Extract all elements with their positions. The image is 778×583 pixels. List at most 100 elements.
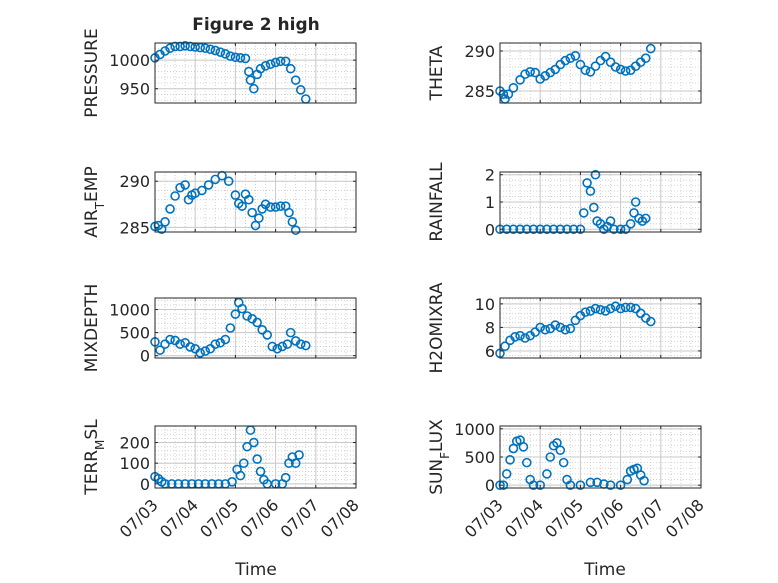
data-point: [585, 67, 596, 77]
axes-box: [499, 297, 702, 359]
data-point: [254, 213, 264, 223]
y-axis-label: PRESSURE: [82, 28, 102, 117]
data-point: [520, 333, 530, 343]
subplot-rainfall: 0 1 2 RAINFALL: [427, 162, 702, 242]
y-tick-label: 500: [119, 324, 150, 343]
y-tick-label: 6: [485, 342, 495, 361]
data-point: [592, 477, 602, 488]
data-point: [609, 224, 619, 235]
data-point: [249, 437, 259, 448]
data-point: [595, 304, 606, 315]
data-point: [501, 469, 512, 479]
data-point: [300, 340, 311, 351]
data-point: [257, 325, 268, 335]
y-tick-label: 1000: [454, 420, 495, 439]
data-point: [570, 50, 581, 61]
y-axis-label: THETA: [427, 45, 447, 101]
data-point: [508, 224, 519, 235]
data-point: [265, 202, 276, 212]
data-point: [558, 457, 569, 468]
data-point: [530, 67, 540, 78]
data-point: [605, 303, 616, 314]
data-point: [555, 445, 566, 456]
data-point: [540, 324, 551, 335]
data-point: [287, 217, 298, 227]
data-point: [590, 169, 601, 180]
data-point: [215, 47, 226, 57]
data-point: [503, 89, 514, 99]
axes-box: [154, 171, 357, 233]
data-point: [545, 452, 556, 462]
data-point: [605, 480, 616, 490]
data-point: [605, 216, 616, 226]
data-point: [290, 458, 301, 469]
y-tick-label: 0: [485, 476, 495, 495]
data-point: [295, 85, 306, 95]
data-point: [528, 480, 539, 490]
data-point: [535, 322, 546, 333]
data-point: [237, 303, 247, 314]
data-point: [640, 213, 651, 224]
data-point: [620, 302, 631, 313]
data-point: [242, 441, 252, 452]
y-tick-label: 285: [464, 82, 495, 101]
data-point: [175, 182, 185, 193]
y-tick-label: 285: [119, 218, 150, 237]
data-point: [280, 56, 291, 67]
axes-box: [154, 42, 357, 104]
data-point: [230, 52, 241, 63]
data-point: [227, 476, 237, 487]
axes-box: [154, 297, 357, 359]
data-point: [255, 63, 266, 74]
data-point: [575, 224, 586, 235]
data-point: [535, 480, 546, 490]
data-point: [615, 64, 626, 75]
data-point: [270, 202, 281, 212]
data-point: [290, 225, 301, 235]
data-point: [170, 191, 180, 201]
data-point: [515, 330, 525, 341]
data-point: [575, 480, 586, 490]
y-tick-label: 950: [119, 80, 150, 99]
data-point: [295, 339, 306, 349]
data-point: [550, 320, 561, 330]
data-point: [180, 180, 190, 190]
data-point: [235, 53, 246, 63]
data-point: [272, 343, 283, 354]
data-point: [620, 224, 631, 235]
y-tick-label: 0: [485, 220, 495, 239]
data-point: [505, 455, 515, 465]
figure-title: Figure 2 high: [192, 15, 320, 35]
axes-box: [499, 42, 702, 104]
data-point: [542, 224, 552, 235]
data-point: [270, 57, 281, 68]
data-point: [500, 341, 510, 352]
data-point: [185, 41, 195, 52]
data-point: [220, 49, 231, 59]
data-point: [585, 186, 596, 196]
data-point: [580, 65, 591, 75]
y-tick-label: 290: [119, 172, 150, 191]
data-point: [630, 303, 641, 314]
data-point: [185, 342, 195, 352]
y-tick-label: 1: [485, 193, 495, 212]
data-point: [555, 322, 566, 333]
data-point: [625, 219, 636, 229]
data-point: [542, 469, 552, 479]
data-point: [528, 224, 539, 235]
data-point: [635, 308, 646, 319]
data-point: [245, 75, 256, 85]
data-point: [590, 61, 601, 71]
data-point: [645, 43, 656, 54]
data-point: [180, 41, 190, 51]
data-point: [588, 202, 599, 213]
data-point: [244, 66, 254, 77]
data-point: [290, 75, 301, 85]
data-point: [518, 442, 529, 452]
y-tick-label: 290: [464, 42, 495, 61]
data-point: [640, 53, 651, 64]
data-point: [280, 472, 291, 483]
data-point: [282, 339, 293, 349]
